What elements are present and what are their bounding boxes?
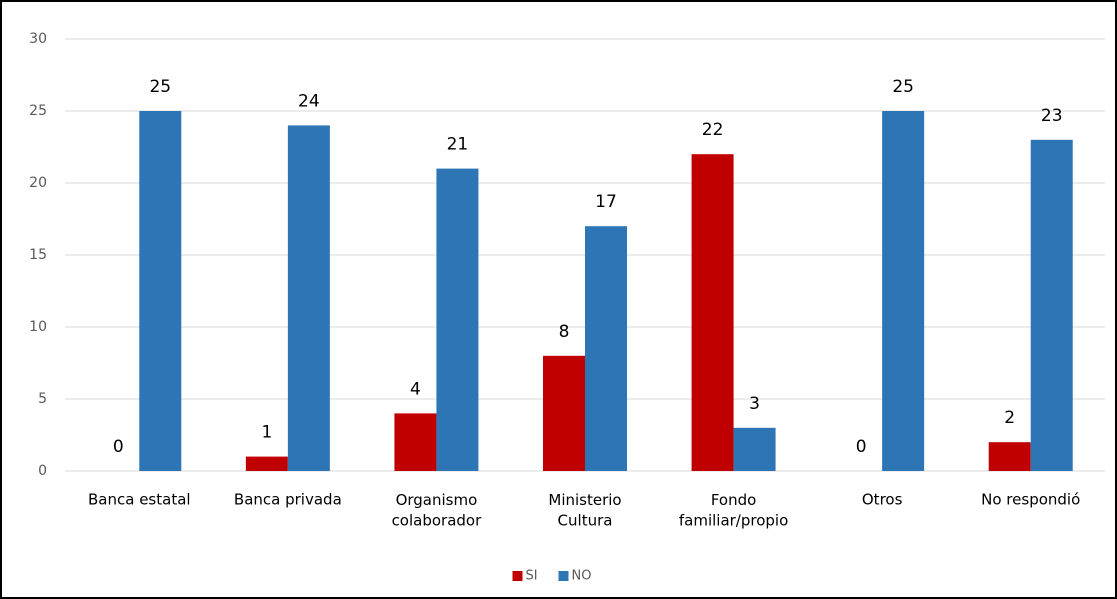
y-tick-label: 0 bbox=[38, 463, 47, 479]
bar bbox=[691, 154, 734, 471]
value-label: 4 bbox=[410, 379, 421, 399]
value-label: 2 bbox=[1004, 408, 1015, 428]
x-tick-label: Organismo colaborador bbox=[392, 491, 483, 529]
x-tick-label: Banca estatal bbox=[88, 491, 191, 509]
y-tick-label: 30 bbox=[29, 31, 47, 47]
legend-swatch bbox=[558, 571, 569, 581]
value-label: 3 bbox=[749, 394, 760, 414]
y-tick-label: 10 bbox=[29, 319, 47, 335]
x-tick-label: Ministerio Cultura bbox=[548, 491, 621, 529]
value-label: 0 bbox=[113, 437, 124, 457]
y-tick-label: 25 bbox=[29, 103, 47, 119]
x-tick-label: Banca privada bbox=[234, 491, 342, 509]
x-tick-label: No respondió bbox=[981, 491, 1080, 509]
value-label: 22 bbox=[702, 120, 724, 140]
value-label: 1 bbox=[261, 423, 272, 443]
y-tick-label: 15 bbox=[29, 247, 47, 263]
bar bbox=[882, 111, 925, 471]
legend-label: NO bbox=[572, 569, 592, 584]
bar bbox=[988, 442, 1031, 471]
bar bbox=[585, 226, 627, 471]
value-label: 21 bbox=[447, 135, 469, 155]
x-tick-label: Otros bbox=[862, 491, 903, 509]
value-label: 8 bbox=[559, 322, 570, 342]
x-tick-label: Fondo familiar/propio bbox=[679, 491, 788, 529]
bar bbox=[394, 413, 437, 471]
y-tick-label: 5 bbox=[38, 391, 47, 407]
value-label: 0 bbox=[856, 437, 867, 457]
value-label: 25 bbox=[149, 77, 171, 97]
value-label: 23 bbox=[1041, 106, 1063, 126]
bar bbox=[436, 168, 479, 471]
y-tick-label: 20 bbox=[29, 175, 47, 191]
legend-swatch bbox=[512, 571, 523, 581]
bar bbox=[139, 111, 182, 471]
bar bbox=[733, 427, 776, 471]
bar bbox=[543, 355, 585, 471]
bar bbox=[245, 456, 288, 471]
bar bbox=[1030, 139, 1073, 472]
bar bbox=[287, 125, 330, 472]
value-label: 24 bbox=[298, 91, 320, 111]
legend-label: SI bbox=[526, 569, 538, 584]
value-label: 17 bbox=[595, 192, 617, 212]
value-label: 25 bbox=[892, 77, 914, 97]
